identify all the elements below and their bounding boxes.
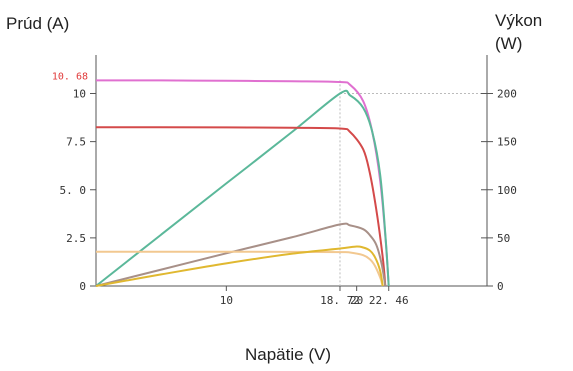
y-right-axis-title-line1: Výkon xyxy=(495,11,542,30)
y-right-tick-label: 100 xyxy=(497,184,517,197)
series-line-current-0 xyxy=(95,79,390,287)
y-right-axis-title-line2: (W) xyxy=(495,34,522,53)
y-left-tick-label: 10 xyxy=(73,88,86,101)
series-line-power-5 xyxy=(95,245,384,287)
series-line-current-2 xyxy=(95,126,387,287)
annotation-label: 10. 68 xyxy=(52,71,88,82)
y-right-tick-label: 50 xyxy=(497,232,510,245)
y-right-tick-label: 0 xyxy=(497,280,504,293)
y-left-tick-label: 2.5 xyxy=(66,232,86,245)
reference-lines xyxy=(339,80,487,286)
x-tick-label: 20 xyxy=(350,294,363,307)
x-axis-title: Napätie (V) xyxy=(245,345,331,364)
y-right-tick-label: 150 xyxy=(497,136,517,149)
annotations: 10. 68 xyxy=(52,71,88,82)
y-left-tick-label: 0 xyxy=(79,280,86,293)
x-tick-label: 22. 46 xyxy=(369,294,409,307)
x-tick-label: 10 xyxy=(220,294,233,307)
series-group xyxy=(95,79,390,287)
y-right-tick-label: 200 xyxy=(497,88,517,101)
series-line-current-4 xyxy=(96,250,384,287)
y-left-tick-label: 7.5 xyxy=(66,136,86,149)
y-left-axis-title: Prúd (A) xyxy=(6,14,69,33)
y-left-tick-label: 5. 0 xyxy=(60,184,87,197)
x-tick-label: 18. 72 xyxy=(320,294,360,307)
series-line-power-3 xyxy=(95,222,387,287)
series-line-power-1 xyxy=(95,89,390,287)
